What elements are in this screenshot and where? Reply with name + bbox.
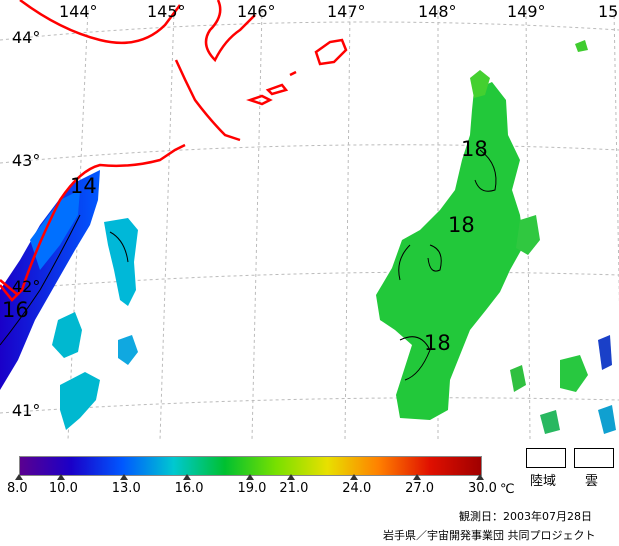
credit-line: 岩手県／宇宙開発事業団 共同プロジェクト <box>383 529 596 542</box>
color-scale-tick-mark <box>287 474 296 480</box>
map-canvas <box>0 0 619 441</box>
isotherm-label-14: 14 <box>70 174 97 198</box>
color-scale-tick-mark <box>15 474 23 480</box>
green-patch-north <box>470 70 490 98</box>
coastline <box>0 0 348 302</box>
lon-label-147: 147° <box>327 2 366 21</box>
sst-map: 144° 145° 146° 147° 148° 149° 15 44° 43°… <box>0 0 619 441</box>
color-scale-tick-label: 24.0 <box>342 481 372 496</box>
temperature-unit: ℃ <box>500 482 515 497</box>
green-patch-main <box>376 82 524 420</box>
color-scale-tick-mark <box>476 474 484 480</box>
green-patch-se2 <box>540 410 560 434</box>
color-scale-tick-mark <box>182 474 191 480</box>
color-scale-tick-label: 27.0 <box>405 481 435 496</box>
color-scale-tick-label: 13.0 <box>111 481 141 496</box>
color-scale-tick-mark <box>119 474 128 480</box>
color-scale-tick-label: 10.0 <box>48 481 78 496</box>
lon-label-150: 15 <box>598 2 619 21</box>
green-patch-se <box>560 355 588 392</box>
lon-label-144: 144° <box>59 2 98 21</box>
cyan-patch-2 <box>52 312 82 358</box>
cloud-legend-box <box>574 448 614 468</box>
isotherm-label-18b: 18 <box>448 213 475 237</box>
color-scale-bar <box>19 456 482 476</box>
land-legend-label: 陸域 <box>530 474 557 489</box>
cyan-patch-3 <box>118 335 138 365</box>
isotherm-label-16: 16 <box>2 298 29 322</box>
green-patch-far-e <box>510 365 526 392</box>
color-scale-tick-label: 30.0 <box>468 481 497 496</box>
lon-label-149: 149° <box>507 2 546 21</box>
observation-date: 観測日：2003年07月28日 <box>459 510 592 523</box>
lat-label-43: 43° <box>12 151 41 170</box>
cyan-patch-4 <box>60 372 100 430</box>
lat-label-42: 42° <box>12 277 41 296</box>
coastal-cold-water-2 <box>30 190 80 270</box>
green-patch-n2 <box>575 40 588 52</box>
isotherm-label-18c: 18 <box>424 331 451 355</box>
land-legend-box <box>526 448 566 468</box>
lon-label-148: 148° <box>418 2 457 21</box>
color-scale-tick-label: 16.0 <box>174 481 204 496</box>
blue-patch-east <box>598 335 612 370</box>
cloud-legend-label: 雲 <box>585 474 599 489</box>
cyan-patch-1 <box>104 218 138 306</box>
isotherm-label-18a: 18 <box>461 137 488 161</box>
lon-label-145: 145° <box>147 2 186 21</box>
color-scale-tick-mark <box>245 474 254 480</box>
green-patch-east <box>516 215 540 255</box>
cyan-patch-east <box>598 405 616 434</box>
color-scale-tick-mark <box>413 474 422 480</box>
isotherms <box>0 149 497 381</box>
lat-label-44: 44° <box>12 28 41 47</box>
lat-label-41: 41° <box>12 401 41 420</box>
color-scale-tick-label: 8.0 <box>7 481 28 496</box>
color-scale-tick-mark <box>56 474 65 480</box>
color-scale-tick-label: 21.0 <box>279 481 309 496</box>
color-scale-tick-mark <box>350 474 359 480</box>
color-scale-tick-label: 19.0 <box>237 481 267 496</box>
lon-label-146: 146° <box>237 2 276 21</box>
sst-data <box>0 40 616 434</box>
